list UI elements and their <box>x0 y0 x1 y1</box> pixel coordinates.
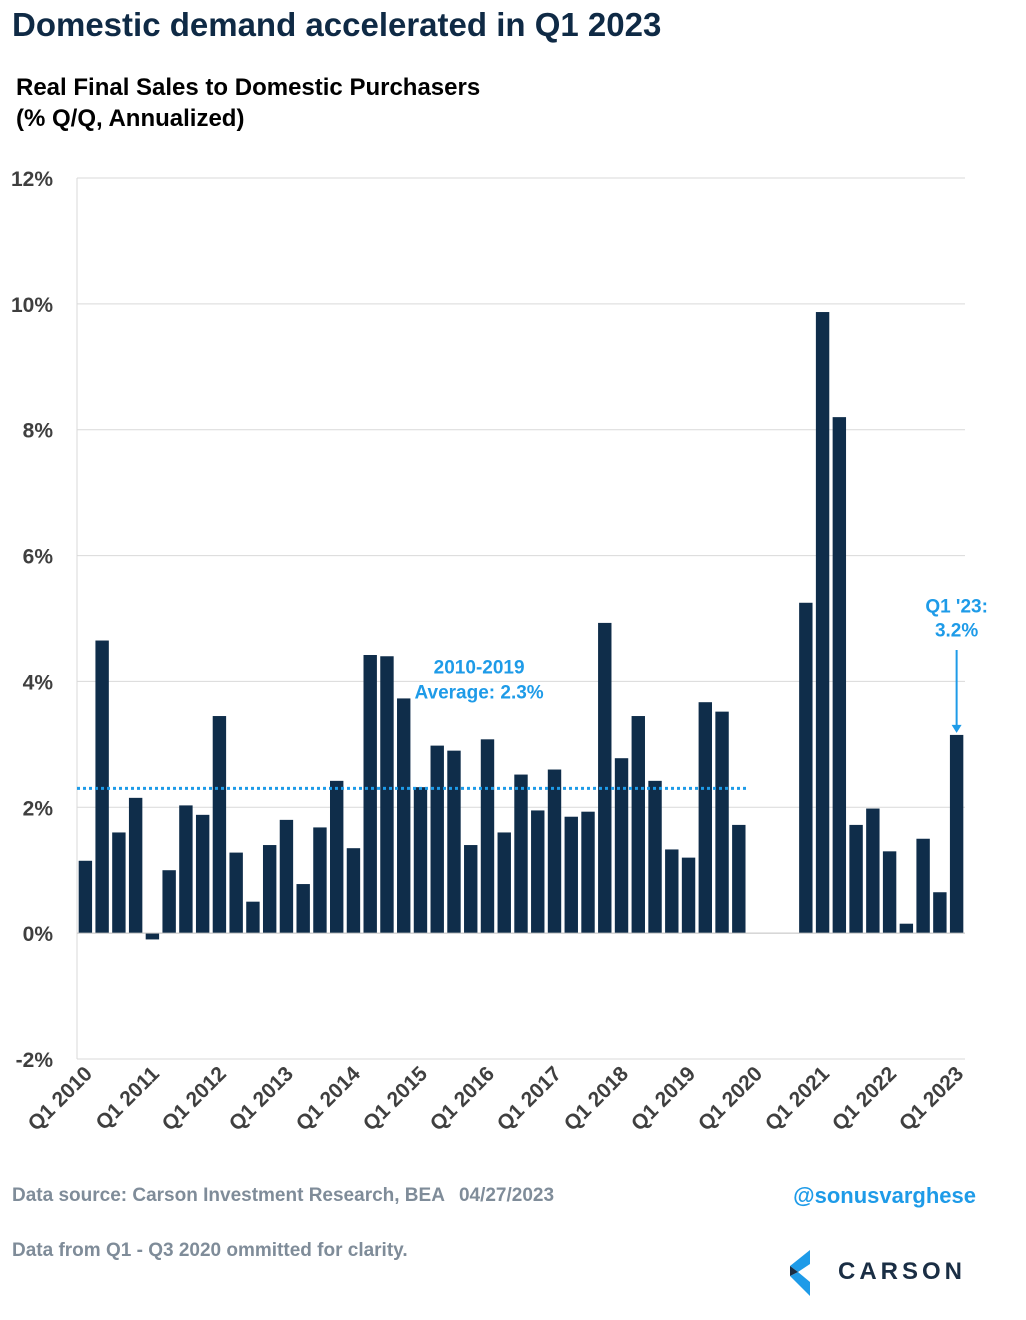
bar <box>179 805 193 934</box>
bar <box>564 816 578 934</box>
bar <box>715 711 729 934</box>
subtitle-line-2: (% Q/Q, Annualized) <box>16 105 245 132</box>
carson-logo-icon <box>790 1250 810 1296</box>
twitter-handle: @sonusvarghese <box>793 1183 976 1208</box>
carson-logo-text: CARSON <box>838 1258 967 1285</box>
callout-label-line-2: 3.2% <box>935 621 978 642</box>
bars <box>78 312 964 940</box>
bar <box>430 745 444 934</box>
bar <box>899 923 914 934</box>
callout-label-line-1: Q1 '23: <box>925 597 988 618</box>
bar <box>363 654 377 934</box>
bar <box>128 797 143 934</box>
bar <box>246 901 260 934</box>
bar <box>329 780 344 934</box>
callout-arrowhead <box>951 724 962 733</box>
data-date: 04/27/2023 <box>458 1185 555 1206</box>
bar <box>78 860 93 934</box>
bar <box>346 848 361 934</box>
bar <box>531 810 545 934</box>
x-tick-label: Q1 2011 <box>92 1062 165 1135</box>
bar <box>882 851 897 934</box>
x-tick-label: Q1 2020 <box>694 1062 767 1135</box>
bar <box>832 417 847 934</box>
x-tick-label: Q1 2012 <box>158 1062 231 1135</box>
bar <box>313 827 327 934</box>
bar <box>212 716 227 934</box>
bar <box>397 698 411 934</box>
y-tick-label: 0% <box>23 923 54 946</box>
y-tick-label: 2% <box>23 797 54 820</box>
bar <box>262 845 277 934</box>
y-tick-label: -2% <box>16 1049 54 1072</box>
x-tick-label: Q1 2015 <box>359 1062 432 1135</box>
subtitle-line-1: Real Final Sales to Domestic Purchasers <box>16 74 481 101</box>
bar <box>799 602 813 934</box>
bar <box>665 849 679 934</box>
bar <box>598 622 612 934</box>
bar <box>849 824 863 934</box>
average-label-line-2: Average: 2.3% <box>415 682 544 703</box>
footnote: Data from Q1 - Q3 2020 ommitted for clar… <box>12 1240 408 1261</box>
bar <box>413 787 428 934</box>
bar <box>631 716 645 934</box>
bar <box>95 640 109 934</box>
bar <box>464 845 478 934</box>
y-tick-label: 12% <box>11 168 53 191</box>
bar <box>112 832 126 934</box>
bar <box>514 774 528 934</box>
bar <box>614 758 629 934</box>
x-tick-label: Q1 2019 <box>627 1062 700 1135</box>
bar <box>581 811 595 934</box>
y-tick-label: 6% <box>23 546 54 569</box>
data-source-text: Data source: Carson Investment Research,… <box>12 1185 445 1206</box>
bar <box>279 819 294 934</box>
bar <box>195 814 210 934</box>
bar <box>949 734 964 934</box>
bar <box>145 933 160 940</box>
y-tick-label: 10% <box>11 294 53 317</box>
average-label-line-1: 2010-2019 <box>434 657 525 678</box>
chart-subtitle: Real Final Sales to Domestic Purchasers … <box>16 72 480 134</box>
x-tick-label: Q1 2023 <box>895 1062 968 1135</box>
bar <box>933 892 947 934</box>
x-tick-label: Q1 2018 <box>560 1062 633 1135</box>
bar <box>547 769 562 934</box>
bar <box>815 312 830 934</box>
bar <box>732 824 746 934</box>
bar <box>916 838 930 934</box>
y-tick-label: 8% <box>23 420 54 443</box>
bar <box>296 884 310 934</box>
bar <box>480 739 495 934</box>
bar <box>447 750 461 934</box>
bar <box>162 870 176 934</box>
y-tick-label: 4% <box>23 671 54 694</box>
bar <box>380 656 394 934</box>
bar-chart: -2% 0% 2% 4% 6% 8% 10% 12% 2010-2019 Average: 2… <box>11 168 988 1136</box>
x-tick-label: Q1 2021 <box>761 1062 834 1135</box>
bar <box>497 832 511 934</box>
x-tick-label: Q1 2010 <box>24 1062 97 1135</box>
x-tick-label: Q1 2016 <box>426 1062 499 1135</box>
bar <box>698 702 713 934</box>
data-source: Data source: Carson Investment Research,… <box>12 1185 554 1207</box>
x-tick-label: Q1 2014 <box>292 1062 365 1135</box>
x-tick-label: Q1 2017 <box>493 1062 566 1135</box>
carson-logo: CARSON <box>786 1246 986 1298</box>
bar <box>648 780 662 934</box>
x-tick-label: Q1 2022 <box>828 1062 901 1135</box>
bar <box>681 857 696 934</box>
y-axis-ticks: -2% 0% 2% 4% 6% 8% 10% 12% <box>11 168 53 1072</box>
bar <box>229 852 243 934</box>
chart-title: Domestic demand accelerated in Q1 2023 <box>12 6 662 43</box>
bar <box>866 808 880 934</box>
x-tick-label: Q1 2013 <box>225 1062 298 1135</box>
